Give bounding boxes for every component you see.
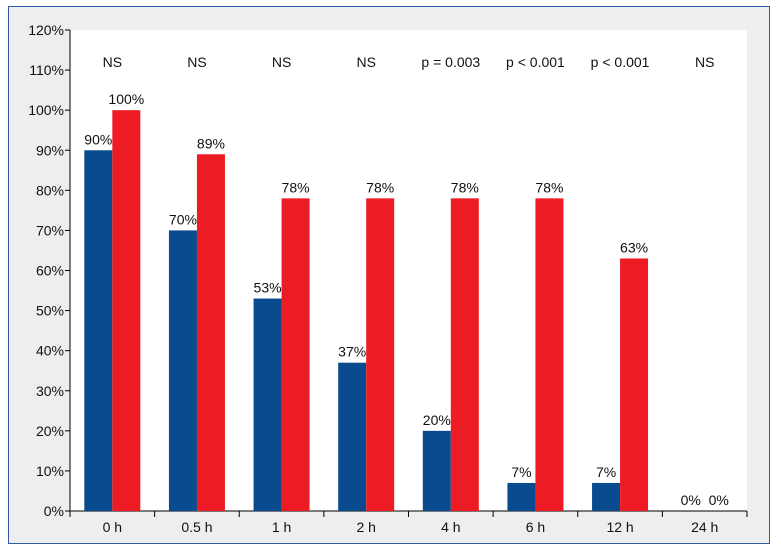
bar-series-2 bbox=[112, 110, 141, 512]
bar-series-2 bbox=[281, 198, 310, 511]
data-label-series-2: 89% bbox=[197, 135, 225, 151]
x-tick-label: 24 h bbox=[691, 519, 718, 535]
x-tick-label: 4 h bbox=[441, 519, 460, 535]
data-label-series-2: 0% bbox=[709, 492, 729, 508]
data-label-series-1: 20% bbox=[423, 412, 451, 428]
significance-label: NS bbox=[187, 54, 206, 70]
data-label-series-1: 0% bbox=[681, 492, 701, 508]
data-label-series-1: 7% bbox=[596, 464, 616, 480]
significance-label: NS bbox=[356, 54, 375, 70]
data-label-series-2: 78% bbox=[451, 179, 479, 195]
bar-series-2 bbox=[366, 198, 395, 511]
data-label-series-1: 90% bbox=[84, 131, 112, 147]
bar-series-2 bbox=[450, 198, 479, 511]
y-tick-label: 90% bbox=[36, 142, 64, 158]
data-label-series-2: 100% bbox=[108, 91, 144, 107]
y-tick-label: 10% bbox=[36, 463, 64, 479]
significance-label: NS bbox=[103, 54, 122, 70]
bar-series-1 bbox=[168, 230, 197, 511]
significance-label: p < 0.001 bbox=[506, 54, 565, 70]
y-tick-label: 70% bbox=[36, 222, 64, 238]
y-tick-label: 40% bbox=[36, 343, 64, 359]
significance-label: p < 0.001 bbox=[591, 54, 650, 70]
data-label-series-2: 78% bbox=[282, 179, 310, 195]
y-tick-label: 20% bbox=[36, 423, 64, 439]
significance-label: NS bbox=[272, 54, 291, 70]
y-tick-label: 120% bbox=[28, 22, 64, 38]
y-tick-label: 100% bbox=[28, 102, 64, 118]
y-tick-label: 60% bbox=[36, 263, 64, 279]
bar-series-1 bbox=[507, 482, 536, 511]
x-tick-label: 1 h bbox=[272, 519, 291, 535]
y-tick-label: 110% bbox=[29, 62, 64, 78]
bar-series-2 bbox=[620, 258, 649, 511]
data-label-series-1: 7% bbox=[511, 464, 531, 480]
y-tick-label: 50% bbox=[36, 303, 64, 319]
significance-label: p = 0.003 bbox=[421, 54, 480, 70]
x-tick-label: 2 h bbox=[356, 519, 375, 535]
data-label-series-1: 70% bbox=[169, 211, 197, 227]
bar-series-1 bbox=[253, 298, 282, 511]
x-tick-label: 12 h bbox=[606, 519, 633, 535]
data-label-series-2: 63% bbox=[620, 239, 648, 255]
x-tick-label: 0 h bbox=[103, 519, 122, 535]
data-label-series-1: 37% bbox=[338, 344, 366, 360]
significance-label: NS bbox=[695, 54, 714, 70]
data-label-series-1: 53% bbox=[254, 280, 282, 296]
y-tick-label: 0% bbox=[44, 503, 64, 519]
bar-series-1 bbox=[338, 362, 367, 511]
y-tick-label: 80% bbox=[36, 182, 64, 198]
bar-series-1 bbox=[84, 150, 113, 511]
bar-series-2 bbox=[535, 198, 564, 511]
bar-series-2 bbox=[196, 154, 225, 511]
data-label-series-2: 78% bbox=[535, 179, 563, 195]
y-tick-label: 30% bbox=[36, 383, 64, 399]
bar-series-1 bbox=[422, 430, 451, 511]
x-tick-label: 0.5 h bbox=[181, 519, 212, 535]
x-tick-label: 6 h bbox=[526, 519, 545, 535]
data-label-series-2: 78% bbox=[366, 179, 394, 195]
bar-series-1 bbox=[592, 482, 621, 511]
